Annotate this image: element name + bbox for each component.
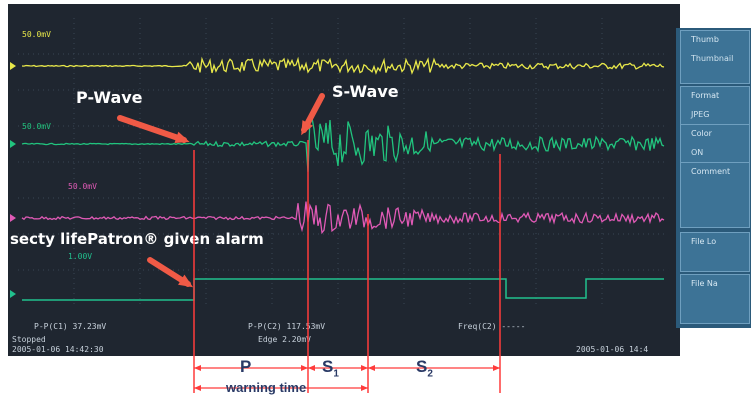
timestamp-right: 2005-01-06 14:4 [576,345,649,354]
menu-format-value: JPEG [691,110,710,119]
p-interval-line-start [194,365,201,371]
menu-thumbnail-label: Thumb [691,35,719,44]
menu-file-location-button[interactable]: File Lo [680,232,750,272]
s2-interval-line-end [493,365,500,371]
warning-time-label: warning time [226,380,307,395]
p-interval-line-end [301,365,308,371]
warning-time-line-start [194,385,201,391]
run-state: Stopped [12,335,46,344]
s1-interval-label: S1 [322,357,339,380]
alarm-label: secty lifePatron® given alarm [10,230,264,248]
p-wave-arrow [117,115,187,143]
ch3-scale: 50.0mV [68,182,97,191]
channel-marker [10,62,16,70]
ch4-alarm-trace [22,278,664,301]
menu-comment-button[interactable]: Comment [680,162,750,228]
channel-marker [10,140,16,148]
ch3-trace [21,201,665,235]
menu-file-location-label: File Lo [691,237,717,246]
s-wave-arrow-head [301,120,314,136]
p-interval-label: P [240,357,252,376]
soft-menu-panel: Thumb Thumbnail Format JPEG Color ON Com… [676,28,751,328]
trigger-edge: Edge 2.20mV [258,335,311,344]
s2-interval-line-start [368,365,375,371]
measurement-2: P-P(C2) 117.53mV [248,322,326,331]
menu-file-name-label: File Na [691,279,718,288]
channel-marker [10,214,16,222]
oscilloscope-screen: 50.0mV 50.0mV 50.0mV 1.00V P-Wave S-Wave… [8,4,680,356]
p-wave-label: P-Wave [76,88,143,107]
channel-marker [10,290,16,298]
menu-color-value: ON [691,148,704,157]
measurement-3: Freq(C2) ----- [458,322,526,331]
ch2-scale: 50.0mV [22,122,51,131]
timestamp-left: 2005-01-06 14:42:30 [12,345,104,354]
s1-interval-line-start [308,365,315,371]
ch1-scale: 50.0mV [22,30,51,39]
s2-interval-label: S2 [416,357,433,380]
menu-color-label: Color [691,129,712,138]
warning-time-line-end [361,385,368,391]
menu-thumbnail-value: Thumbnail [691,54,734,63]
s-wave-label: S-Wave [332,82,399,101]
menu-comment-label: Comment [691,167,731,176]
menu-file-name-button[interactable]: File Na [680,274,750,324]
measurement-1: P-P(C1) 37.23mV [34,322,107,331]
alarm-arrow-head [178,274,194,288]
s1-interval-line-end [361,365,368,371]
ch1-trace [21,56,665,75]
menu-thumbnail-button[interactable]: Thumb Thumbnail [680,30,750,84]
ch4-scale: 1.00V [68,252,93,261]
ch2-trace [21,116,665,172]
p-wave-arrow-head [174,131,190,144]
menu-format-label: Format [691,91,720,100]
waveform-display [10,18,668,304]
